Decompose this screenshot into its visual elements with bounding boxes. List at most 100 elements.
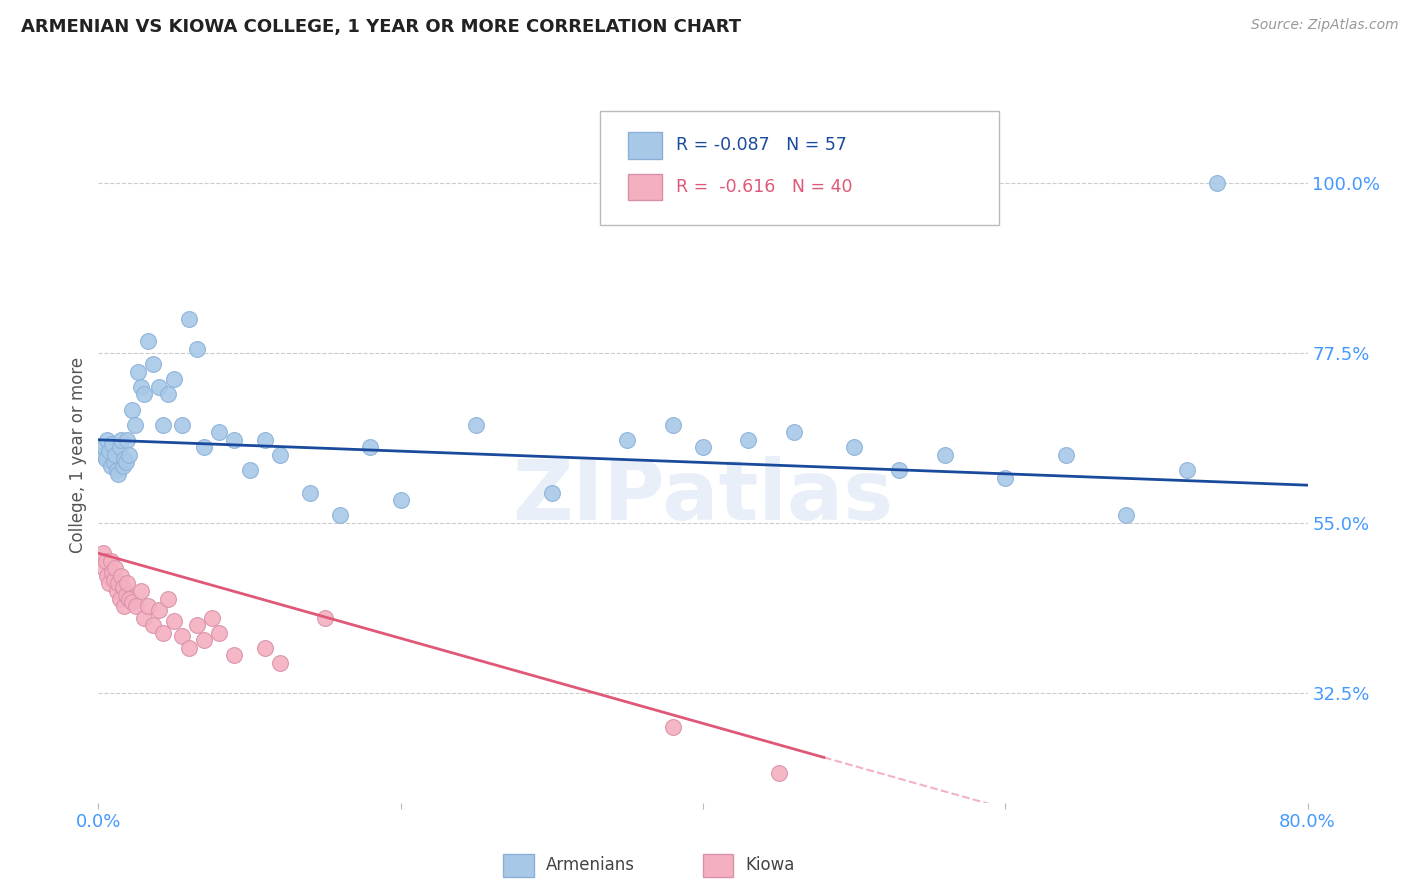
Text: ZIPatlas: ZIPatlas bbox=[513, 456, 893, 537]
Point bbox=[136, 599, 159, 614]
Point bbox=[121, 402, 143, 417]
Point bbox=[152, 417, 174, 432]
Point bbox=[105, 463, 128, 477]
Point bbox=[110, 433, 132, 447]
Point bbox=[100, 554, 122, 568]
Point bbox=[269, 656, 291, 670]
Point bbox=[115, 576, 138, 591]
Point bbox=[94, 554, 117, 568]
FancyBboxPatch shape bbox=[703, 855, 734, 877]
Point bbox=[127, 365, 149, 379]
Point bbox=[136, 334, 159, 349]
Point bbox=[540, 485, 562, 500]
Point bbox=[91, 448, 114, 462]
Point bbox=[170, 417, 193, 432]
Point bbox=[96, 433, 118, 447]
Point bbox=[112, 599, 135, 614]
Text: Kiowa: Kiowa bbox=[745, 856, 794, 874]
Point bbox=[101, 565, 124, 579]
Point bbox=[253, 640, 276, 655]
Point bbox=[889, 463, 911, 477]
Point bbox=[111, 459, 134, 474]
Point bbox=[193, 441, 215, 455]
Point bbox=[662, 720, 685, 734]
Point bbox=[994, 470, 1017, 484]
Text: Source: ZipAtlas.com: Source: ZipAtlas.com bbox=[1251, 18, 1399, 32]
FancyBboxPatch shape bbox=[600, 111, 1000, 226]
Point bbox=[132, 610, 155, 624]
Point bbox=[118, 448, 141, 462]
Point bbox=[104, 561, 127, 575]
Point bbox=[269, 448, 291, 462]
Point bbox=[124, 417, 146, 432]
Point bbox=[201, 610, 224, 624]
Point bbox=[107, 576, 129, 591]
Point bbox=[114, 455, 136, 469]
Point bbox=[132, 387, 155, 401]
Point bbox=[108, 591, 131, 606]
Point bbox=[360, 441, 382, 455]
Point bbox=[100, 459, 122, 474]
Point bbox=[692, 441, 714, 455]
Point bbox=[94, 451, 117, 466]
Text: ARMENIAN VS KIOWA COLLEGE, 1 YEAR OR MORE CORRELATION CHART: ARMENIAN VS KIOWA COLLEGE, 1 YEAR OR MOR… bbox=[21, 18, 741, 36]
Point bbox=[239, 463, 262, 477]
Point bbox=[91, 546, 114, 560]
Text: R = -0.087   N = 57: R = -0.087 N = 57 bbox=[676, 136, 848, 154]
Point bbox=[186, 618, 208, 632]
Point bbox=[783, 425, 806, 440]
Point bbox=[314, 610, 336, 624]
Point bbox=[112, 451, 135, 466]
Point bbox=[170, 629, 193, 643]
Point bbox=[163, 615, 186, 629]
Point bbox=[163, 372, 186, 386]
Point bbox=[389, 493, 412, 508]
Point bbox=[156, 387, 179, 401]
Point bbox=[329, 508, 352, 523]
Point bbox=[1054, 448, 1077, 462]
Point bbox=[179, 640, 201, 655]
Point bbox=[103, 455, 125, 469]
Point bbox=[118, 591, 141, 606]
FancyBboxPatch shape bbox=[628, 174, 662, 201]
Point bbox=[114, 588, 136, 602]
Point bbox=[115, 433, 138, 447]
Point bbox=[93, 561, 115, 575]
Y-axis label: College, 1 year or more: College, 1 year or more bbox=[69, 357, 87, 553]
Text: R =  -0.616   N = 40: R = -0.616 N = 40 bbox=[676, 178, 853, 196]
Point bbox=[129, 584, 152, 599]
Point bbox=[96, 569, 118, 583]
Point bbox=[224, 648, 246, 663]
Point bbox=[152, 625, 174, 640]
Point bbox=[208, 425, 231, 440]
Point bbox=[224, 433, 246, 447]
FancyBboxPatch shape bbox=[503, 855, 534, 877]
Point bbox=[768, 765, 790, 780]
Point bbox=[193, 633, 215, 648]
Point bbox=[104, 448, 127, 462]
Point bbox=[142, 357, 165, 371]
Point bbox=[105, 584, 128, 599]
Point bbox=[142, 618, 165, 632]
Point bbox=[98, 576, 121, 591]
Point bbox=[107, 467, 129, 481]
Point bbox=[98, 444, 121, 458]
Point bbox=[299, 485, 322, 500]
Point bbox=[616, 433, 638, 447]
Point bbox=[934, 448, 956, 462]
FancyBboxPatch shape bbox=[628, 132, 662, 159]
Point bbox=[148, 380, 170, 394]
Point bbox=[737, 433, 759, 447]
Point bbox=[108, 441, 131, 455]
Point bbox=[179, 311, 201, 326]
Point bbox=[121, 595, 143, 609]
Point bbox=[1175, 463, 1198, 477]
Point bbox=[253, 433, 276, 447]
Point bbox=[101, 436, 124, 450]
Point bbox=[1115, 508, 1137, 523]
Point bbox=[465, 417, 488, 432]
Point bbox=[103, 573, 125, 587]
Point bbox=[156, 591, 179, 606]
Point bbox=[208, 625, 231, 640]
Point bbox=[125, 599, 148, 614]
